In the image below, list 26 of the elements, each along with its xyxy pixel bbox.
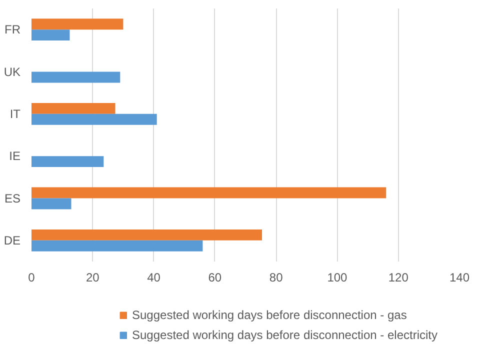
bar: [32, 156, 104, 168]
x-tick-label: 20: [86, 270, 100, 284]
y-tick-label: UK: [4, 64, 20, 79]
bar: [32, 30, 70, 41]
y-tick-label: FR: [4, 22, 21, 37]
legend-label: Suggested working days before disconnection - electricity: [132, 328, 438, 342]
x-tick-label: 80: [269, 270, 284, 284]
bar: [32, 187, 386, 198]
bar: [32, 114, 157, 125]
bar: [32, 229, 262, 240]
y-tick-label: IE: [9, 149, 21, 164]
bar: [32, 72, 120, 83]
bar: [32, 198, 72, 210]
x-tick-label: 140: [449, 270, 470, 284]
x-tick-label: 40: [147, 270, 161, 284]
y-tick-label: DE: [4, 233, 20, 248]
bar: [32, 240, 203, 252]
x-tick-label: 100: [327, 270, 348, 284]
x-tick-label: 0: [28, 270, 36, 284]
y-tick-label: ES: [4, 191, 21, 206]
x-tick-label: 120: [388, 270, 409, 284]
bar: [32, 18, 124, 30]
y-tick-label: IT: [10, 106, 22, 121]
legend-label: Suggested working days before disconnection - gas: [132, 308, 407, 322]
x-tick-label: 60: [208, 270, 222, 284]
bar: [32, 102, 116, 114]
